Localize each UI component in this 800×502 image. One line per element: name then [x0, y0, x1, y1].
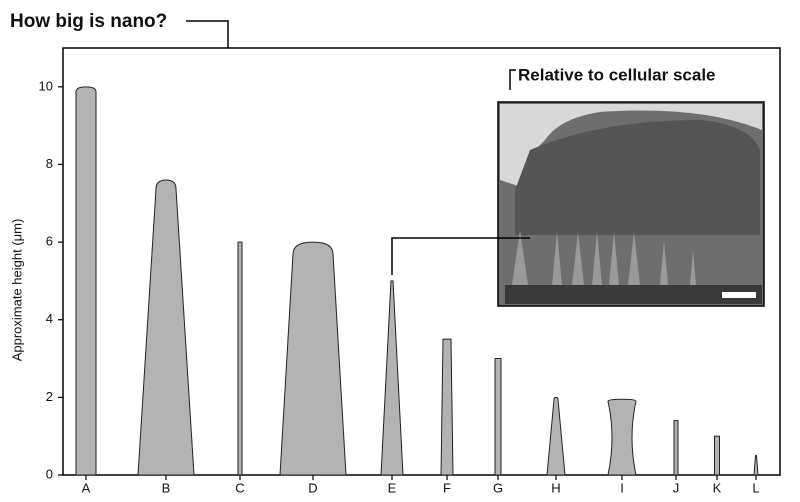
x-tick-label: E	[388, 480, 397, 495]
bar	[440, 338, 454, 476]
callout-line	[391, 237, 530, 275]
plot-frame	[62, 47, 781, 476]
bar	[607, 398, 637, 476]
x-tick-label: D	[308, 480, 317, 495]
bar	[380, 280, 404, 476]
inset-image	[497, 101, 765, 307]
y-axis-label: Approximate height (μm)	[9, 219, 24, 362]
inset-title: Relative to cellular scale	[518, 65, 716, 84]
x-tick-label: H	[551, 480, 560, 495]
chart-title: How big is nano?	[10, 11, 167, 32]
x-tick-label: A	[82, 480, 91, 495]
inset-cell	[515, 120, 760, 235]
bar	[714, 435, 720, 476]
x-tick-label: I	[620, 480, 624, 495]
inset-spikes	[512, 230, 696, 285]
x-tick-label: K	[713, 480, 722, 495]
y-tick-label: 2	[46, 389, 53, 404]
bar	[546, 396, 566, 476]
bar	[279, 241, 347, 476]
bar	[494, 358, 502, 476]
bar	[75, 86, 97, 476]
inset-substrate	[505, 285, 762, 304]
y-tick-label: 0	[46, 466, 53, 481]
bar	[237, 241, 243, 476]
y-tick-label: 10	[39, 78, 53, 93]
inset-connector	[509, 69, 516, 90]
x-tick-label: C	[235, 480, 244, 495]
y-tick-label: 8	[46, 156, 53, 171]
x-tick-label: B	[162, 480, 171, 495]
y-tick-label: 6	[46, 234, 53, 249]
x-tick-label: G	[493, 480, 503, 495]
inset-scale-bar	[722, 292, 756, 298]
title-connector	[186, 20, 229, 48]
bar	[753, 455, 759, 476]
bar	[673, 420, 679, 476]
x-tick-label: F	[443, 480, 451, 495]
x-tick-label: J	[673, 480, 680, 495]
y-tick-label: 4	[46, 311, 53, 326]
bar	[137, 179, 195, 476]
x-tick-label: L	[752, 480, 759, 495]
